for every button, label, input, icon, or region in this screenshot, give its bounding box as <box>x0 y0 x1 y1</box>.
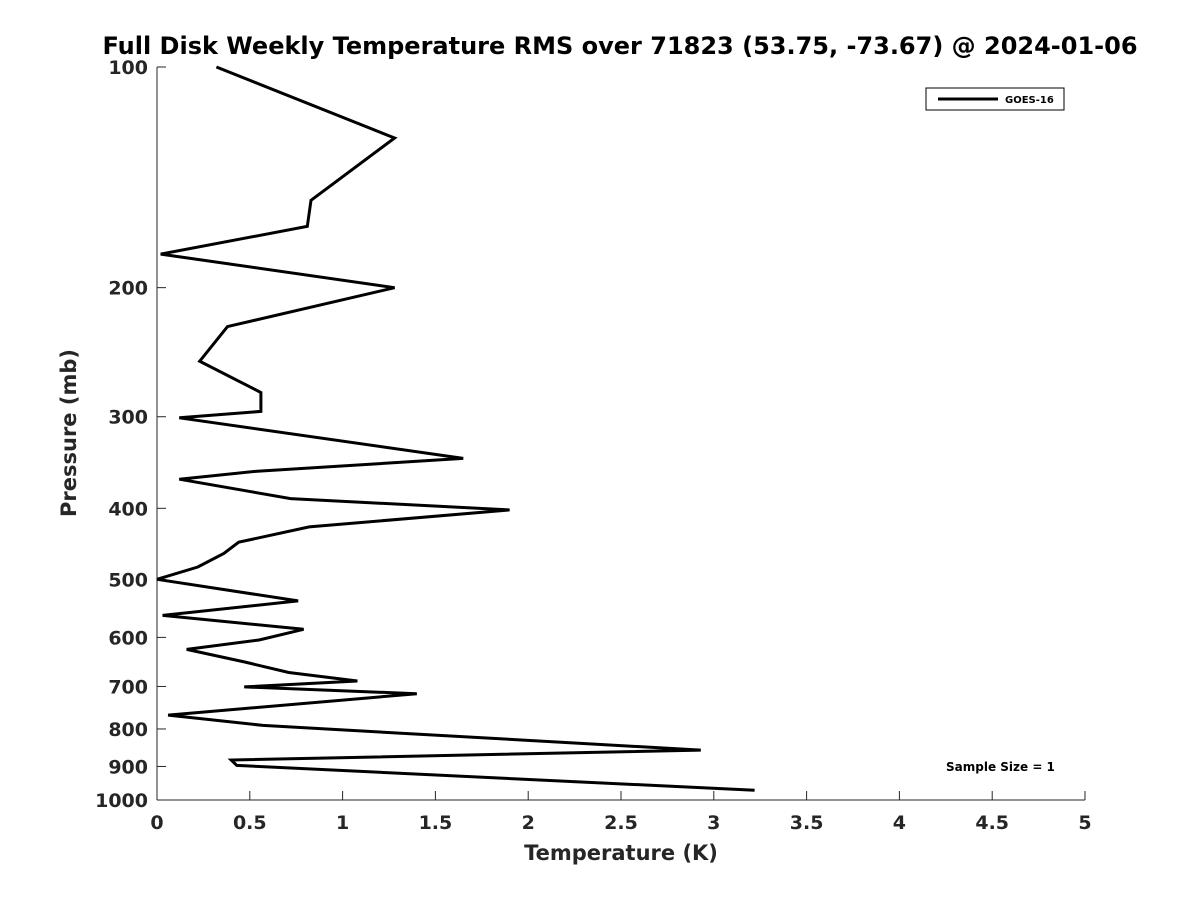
x-tick-label: 4.5 <box>975 812 1009 834</box>
y-tick-label: 900 <box>108 756 148 778</box>
plot-area <box>157 67 1085 800</box>
y-tick-label: 1000 <box>95 790 148 812</box>
series-line-goes16 <box>156 65 755 792</box>
y-tick-label: 400 <box>108 498 148 520</box>
x-tick-label: 2.5 <box>604 812 638 834</box>
y-tick-label: 200 <box>108 278 148 300</box>
y-tick-label: 500 <box>108 569 148 591</box>
legend-label-goes16: GOES-16 <box>1005 95 1054 106</box>
y-ticks: 100 200 300 400 500 600 700 800 900 1000 <box>95 57 166 812</box>
x-tick-label: 0.5 <box>233 812 267 834</box>
x-tick-label: 1.5 <box>419 812 453 834</box>
x-tick-label: 4 <box>893 812 906 834</box>
x-tick-label: 0 <box>150 812 163 834</box>
x-tick-label: 3 <box>707 812 720 834</box>
sample-size-note: Sample Size = 1 <box>946 760 1055 774</box>
y-tick-label: 600 <box>108 627 148 649</box>
y-tick-label: 800 <box>108 719 148 741</box>
y-tick-label: 100 <box>108 57 148 79</box>
x-tick-label: 2 <box>522 812 535 834</box>
x-tick-label: 5 <box>1078 812 1091 834</box>
legend: GOES-16 <box>925 87 1065 111</box>
y-tick-label: 700 <box>108 676 148 698</box>
y-axis-label: Pressure (mb) <box>57 349 81 517</box>
x-ticks: 0 0.5 1 1.5 2 2.5 3 3.5 4 4.5 5 <box>150 791 1092 834</box>
x-tick-label: 3.5 <box>790 812 824 834</box>
x-axis-label: Temperature (K) <box>524 841 718 865</box>
chart-title: Full Disk Weekly Temperature RMS over 71… <box>102 32 1137 60</box>
x-tick-label: 1 <box>336 812 349 834</box>
y-tick-label: 300 <box>108 407 148 429</box>
